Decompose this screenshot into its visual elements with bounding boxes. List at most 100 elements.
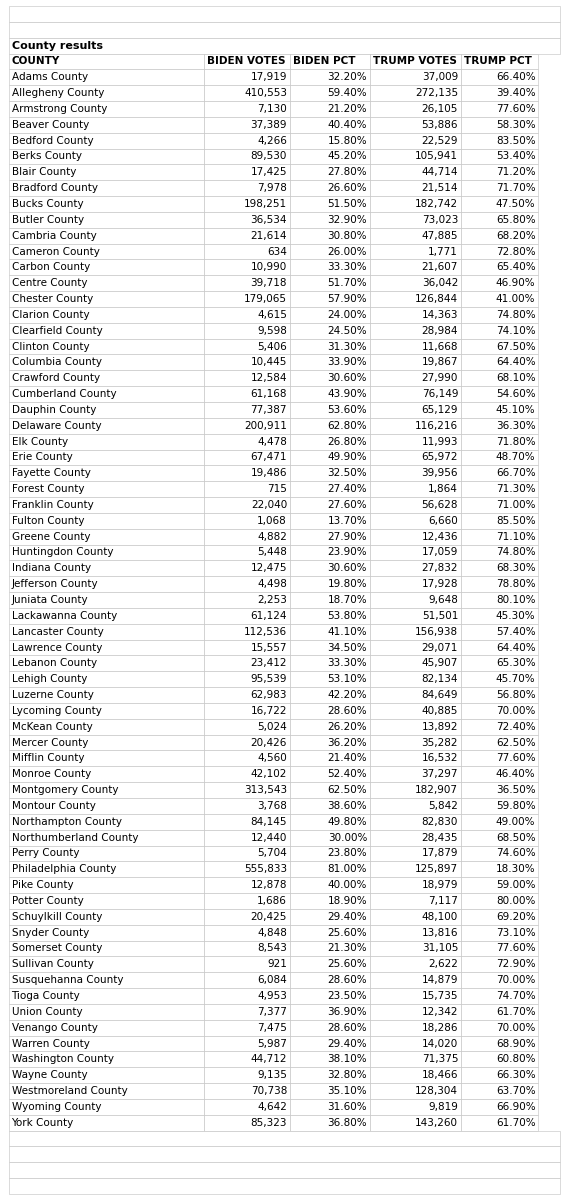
Text: 95,539: 95,539	[250, 674, 287, 684]
Bar	[204, 116, 290, 133]
Text: 40.00%: 40.00%	[328, 880, 367, 890]
Text: Schuylkill County: Schuylkill County	[11, 912, 102, 922]
Bar	[204, 70, 290, 85]
Bar	[461, 292, 538, 307]
Text: 179,065: 179,065	[244, 294, 287, 304]
Bar	[370, 893, 461, 908]
Bar	[204, 307, 290, 323]
Bar	[9, 576, 204, 592]
Text: BIDEN VOTES: BIDEN VOTES	[208, 56, 286, 66]
Bar	[461, 829, 538, 846]
Bar	[370, 719, 461, 734]
Bar	[461, 101, 538, 116]
Text: 59.40%: 59.40%	[327, 88, 367, 98]
Text: 44,712: 44,712	[250, 1055, 287, 1064]
Bar	[461, 798, 538, 814]
Bar	[204, 608, 290, 624]
Text: 62.80%: 62.80%	[327, 421, 367, 431]
Text: 71.70%: 71.70%	[496, 184, 535, 193]
Text: 182,907: 182,907	[415, 785, 458, 796]
Bar	[461, 925, 538, 941]
Bar	[204, 275, 290, 292]
Text: 71.00%: 71.00%	[496, 500, 535, 510]
Bar	[9, 180, 204, 196]
Bar	[370, 925, 461, 941]
Bar	[370, 1067, 461, 1084]
Bar	[290, 862, 370, 877]
Text: Pike County: Pike County	[11, 880, 73, 890]
Text: 15,557: 15,557	[250, 642, 287, 653]
Bar	[290, 688, 370, 703]
Bar	[290, 212, 370, 228]
Bar	[9, 703, 204, 719]
Text: TRUMP VOTES: TRUMP VOTES	[373, 56, 457, 66]
Bar	[9, 1004, 204, 1020]
Bar	[370, 307, 461, 323]
Text: Indiana County: Indiana County	[11, 563, 90, 574]
Bar	[461, 972, 538, 988]
Bar	[204, 149, 290, 164]
Text: 51.70%: 51.70%	[327, 278, 367, 288]
Text: 21.20%: 21.20%	[327, 104, 367, 114]
Bar	[461, 371, 538, 386]
Bar	[9, 466, 204, 481]
Bar	[461, 338, 538, 354]
Text: 13,816: 13,816	[422, 928, 458, 937]
Text: 23.90%: 23.90%	[327, 547, 367, 558]
Text: Huntingdon County: Huntingdon County	[11, 547, 113, 558]
Text: Chester County: Chester County	[11, 294, 93, 304]
Bar	[370, 640, 461, 655]
Text: Washington County: Washington County	[11, 1055, 114, 1064]
Text: 33.30%: 33.30%	[327, 263, 367, 272]
Bar	[370, 70, 461, 85]
Text: 32.50%: 32.50%	[327, 468, 367, 479]
Bar	[204, 292, 290, 307]
Text: 65.30%: 65.30%	[496, 659, 535, 668]
Bar	[370, 275, 461, 292]
Bar	[290, 481, 370, 497]
Text: Sullivan County: Sullivan County	[11, 959, 93, 970]
Bar	[204, 719, 290, 734]
Text: Columbia County: Columbia County	[11, 358, 101, 367]
Bar	[370, 798, 461, 814]
Bar	[9, 354, 204, 371]
Bar	[370, 1004, 461, 1020]
Bar	[290, 925, 370, 941]
Bar	[461, 862, 538, 877]
Bar	[9, 338, 204, 354]
Bar	[290, 893, 370, 908]
Text: Forest County: Forest County	[11, 484, 84, 494]
Text: 19.80%: 19.80%	[327, 580, 367, 589]
Text: 74.10%: 74.10%	[496, 325, 535, 336]
Text: Lawrence County: Lawrence County	[11, 642, 102, 653]
Bar	[461, 529, 538, 545]
Bar	[370, 734, 461, 750]
Text: 5,406: 5,406	[257, 342, 287, 352]
Bar	[290, 1067, 370, 1084]
Text: 19,486: 19,486	[250, 468, 287, 479]
Bar	[9, 545, 204, 560]
Bar	[461, 466, 538, 481]
Text: 17,059: 17,059	[422, 547, 458, 558]
Text: Snyder County: Snyder County	[11, 928, 89, 937]
Text: 7,117: 7,117	[428, 896, 458, 906]
Text: 40.40%: 40.40%	[328, 120, 367, 130]
Bar	[9, 481, 204, 497]
Bar	[461, 386, 538, 402]
Bar	[370, 688, 461, 703]
Text: Cumberland County: Cumberland County	[11, 389, 116, 400]
Bar	[9, 1067, 204, 1084]
Text: 62,983: 62,983	[250, 690, 287, 700]
Text: 37,297: 37,297	[422, 769, 458, 779]
Text: 26.20%: 26.20%	[327, 721, 367, 732]
Bar	[290, 877, 370, 893]
Bar	[9, 22, 560, 37]
Bar	[461, 433, 538, 450]
Bar	[9, 1115, 204, 1130]
Bar	[370, 512, 461, 529]
Text: 4,560: 4,560	[257, 754, 287, 763]
Text: 45.70%: 45.70%	[496, 674, 535, 684]
Bar	[204, 624, 290, 640]
Text: 67,471: 67,471	[250, 452, 287, 462]
Bar	[290, 497, 370, 512]
